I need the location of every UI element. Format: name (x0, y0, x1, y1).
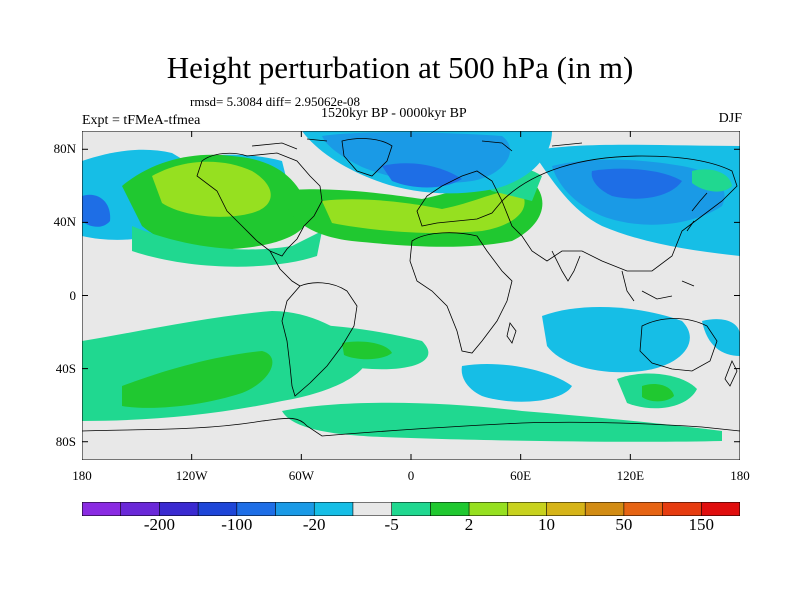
coast-southeast-asia (621, 270, 695, 302)
experiment-label: Expt = tFMeA-tfmea (82, 113, 201, 128)
y-tick-label: 80N (53, 141, 76, 157)
coast-europe (416, 170, 503, 227)
coast-antarctica (82, 417, 740, 437)
x-tick-label: 180 (72, 468, 92, 483)
colorbar-bin (275, 502, 316, 516)
colorbar-label: 50 (615, 515, 633, 534)
colorbar-bin (700, 502, 740, 516)
contour-darkblue-arctic (382, 163, 462, 188)
contour-green-south-atlantic (342, 341, 392, 360)
contour-cyan-south-indian (461, 363, 572, 402)
contour-blue-west-pacific (82, 194, 111, 227)
colorbar-bin (120, 502, 161, 516)
colorbar-bin (546, 502, 586, 516)
colorbar-bin (430, 502, 470, 516)
plot-title: Height perturbation at 500 hPa (in m) (166, 50, 634, 85)
contour-cyan-indian-ocean (542, 306, 690, 373)
colorbar-bin (391, 502, 432, 516)
contour-green-east-asia (692, 169, 732, 192)
colorbar-label: 10 (537, 515, 555, 534)
colorbar-bin (507, 502, 548, 516)
height-perturbation-map (82, 131, 740, 460)
contour-green-australia-core (642, 384, 674, 402)
coast-japan (686, 192, 708, 232)
colorbar-bin (236, 502, 277, 516)
coastlines (82, 138, 740, 437)
season-label: DJF (718, 111, 742, 126)
axis-tickmarks (82, 131, 740, 460)
period-label: 1520kyr BP - 0000kyr BP (321, 106, 467, 121)
coast-central-america (269, 250, 301, 287)
contour-blue-arctic (322, 132, 511, 184)
contour-lime-atlantic (322, 191, 525, 234)
contour-lime-north-america (152, 161, 271, 217)
coast-madagascar (506, 322, 517, 344)
coast-india (551, 250, 581, 282)
colorbar-bin (623, 502, 664, 516)
colorbar (82, 502, 740, 516)
colorbar-bin (352, 502, 393, 516)
coast-asia (501, 155, 738, 272)
colorbar-label: -20 (302, 515, 326, 534)
y-tick-label: 40S (55, 360, 76, 376)
coast-australia (639, 318, 718, 372)
x-tick-label: 0 (407, 468, 415, 483)
colorbar-bin (197, 502, 238, 516)
coast-greenland (341, 138, 393, 177)
coast-africa (409, 232, 513, 354)
contour-teal-southern-ocean (282, 402, 722, 442)
colorbar-bin (468, 502, 509, 516)
contour-field (82, 131, 740, 442)
contour-green-south-pacific (122, 351, 273, 408)
contour-darkblue-asia-pacific (591, 168, 682, 199)
x-tick-label: 120W (175, 468, 208, 483)
y-tick-label: 80S (55, 433, 76, 449)
colorbar-label: -100 (221, 515, 253, 534)
x-tick-label: 60W (288, 468, 314, 483)
coast-arctic-islands (251, 138, 583, 152)
colorbar-bin (82, 502, 122, 516)
colorbar-bin (313, 502, 354, 516)
x-tick-label: 120E (616, 468, 645, 483)
colorbar-label: 2 (464, 515, 474, 534)
y-tick-label: 0 (69, 287, 77, 303)
colorbar-bin (159, 502, 199, 516)
colorbar-bin (662, 502, 703, 516)
coast-new-zealand (724, 360, 738, 387)
x-tick-label: 180 (730, 468, 750, 483)
coast-north-america (196, 152, 323, 257)
contour-teal-north-america (132, 226, 322, 267)
y-tick-label: 40N (53, 214, 76, 230)
rmsd-diff-stats: rmsd= 5.3084 diff= 2.95062e-08 (190, 94, 361, 109)
colorbar-label: -5 (384, 515, 399, 534)
colorbar-label: -200 (143, 515, 175, 534)
x-tick-label: 60E (510, 468, 532, 483)
coast-south-america (281, 282, 358, 397)
colorbar-label: 150 (688, 515, 715, 534)
colorbar-bin (584, 502, 625, 516)
contour-cyan-east-pacific (702, 319, 740, 356)
